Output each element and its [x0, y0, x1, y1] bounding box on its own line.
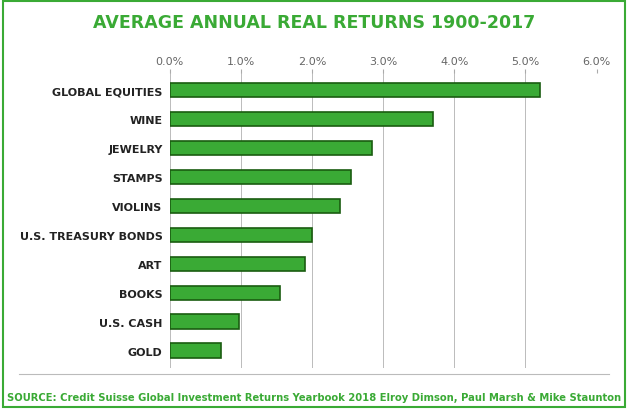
Bar	[170, 142, 372, 156]
Bar	[170, 199, 340, 213]
Bar	[170, 84, 539, 98]
Bar	[170, 112, 433, 127]
Text: SOURCE: Credit Suisse Global Investment Returns Yearbook 2018 Elroy Dimson, Paul: SOURCE: Credit Suisse Global Investment …	[7, 392, 621, 402]
Text: AVERAGE ANNUAL REAL RETURNS 1900-2017: AVERAGE ANNUAL REAL RETURNS 1900-2017	[93, 14, 535, 32]
Bar	[170, 228, 312, 243]
Bar	[170, 286, 280, 300]
Bar	[170, 257, 305, 272]
Bar	[170, 170, 351, 185]
Bar	[170, 315, 239, 329]
Bar	[170, 344, 221, 358]
